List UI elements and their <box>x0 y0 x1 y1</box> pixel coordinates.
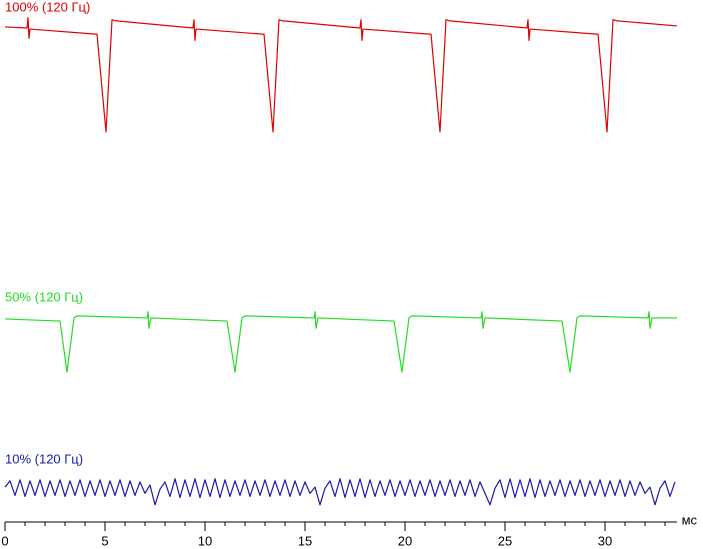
trace <box>4 17 678 133</box>
x-tick-label: 30 <box>598 533 612 548</box>
legend-label: 50% (120 Гц) <box>5 289 83 304</box>
legend-label: 100% (120 Гц) <box>5 0 90 14</box>
trace <box>4 478 676 506</box>
x-tick-label: 0 <box>1 533 8 548</box>
x-tick-label: 15 <box>298 533 312 548</box>
legend-label: 10% (120 Гц) <box>5 451 83 466</box>
trace <box>4 311 677 373</box>
x-tick-label: 5 <box>101 533 108 548</box>
x-tick-label: 10 <box>198 533 212 548</box>
x-tick-label: 20 <box>398 533 412 548</box>
x-axis-label: мс <box>682 512 698 527</box>
x-tick-label: 25 <box>498 533 512 548</box>
